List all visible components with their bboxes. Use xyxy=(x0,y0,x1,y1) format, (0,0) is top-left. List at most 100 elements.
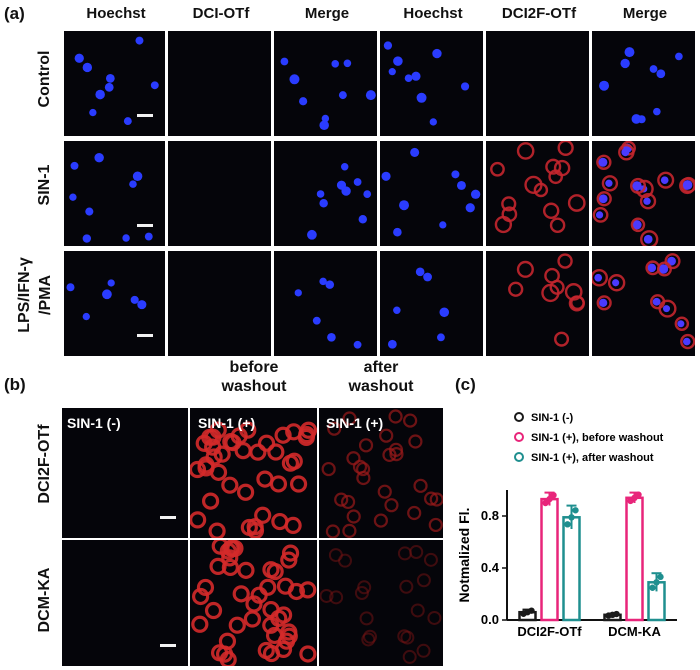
cell xyxy=(542,202,560,219)
nucleus xyxy=(439,307,450,318)
cell xyxy=(596,154,612,170)
nucleus xyxy=(150,81,159,90)
legend-marker xyxy=(514,412,524,422)
cell xyxy=(222,540,240,557)
micrograph-b-r0-c2 xyxy=(319,408,443,538)
nucleus xyxy=(89,108,97,117)
nucleus xyxy=(82,234,92,243)
cell xyxy=(649,294,666,310)
row-label-sin1: SIN-1 xyxy=(36,164,53,206)
nucleus xyxy=(340,163,349,171)
nucleus xyxy=(319,120,329,130)
cell xyxy=(361,632,376,647)
nucleus xyxy=(647,263,657,273)
row-label-lps-line1: LPS/IFN-γ xyxy=(16,257,33,333)
cell xyxy=(427,610,442,625)
cell xyxy=(228,616,246,634)
col-head-merge-2: Merge xyxy=(622,5,668,22)
cell xyxy=(640,230,659,246)
nucleus xyxy=(294,289,302,297)
data-point xyxy=(550,492,557,499)
scale-bar xyxy=(160,644,176,647)
nucleus xyxy=(122,234,130,242)
nucleus xyxy=(653,107,661,116)
nucleus xyxy=(132,171,143,181)
cell xyxy=(410,603,425,618)
cell xyxy=(234,442,252,460)
micrograph-a-r1-c4 xyxy=(486,141,589,246)
cell xyxy=(424,491,439,506)
nucleus xyxy=(280,57,289,66)
cell xyxy=(664,253,681,270)
panel-c-letter: (c) xyxy=(455,375,476,394)
nucleus xyxy=(393,306,401,314)
nucleus xyxy=(456,180,466,190)
nucleus xyxy=(307,229,317,240)
scale-bar xyxy=(160,516,176,519)
cell xyxy=(190,460,207,479)
nucleus xyxy=(82,62,93,73)
tile-label-sin1-pos-after: SIN-1 (+) xyxy=(326,415,384,431)
cell xyxy=(267,443,285,461)
nucleus xyxy=(620,58,630,69)
cell xyxy=(592,268,608,287)
cell xyxy=(423,552,438,567)
nucleus xyxy=(432,48,442,59)
cell xyxy=(413,478,428,493)
nucleus xyxy=(289,74,300,85)
cell xyxy=(204,438,222,456)
cell xyxy=(373,513,388,528)
nucleus xyxy=(343,59,352,68)
cell xyxy=(357,580,372,595)
cell xyxy=(205,448,223,466)
cell xyxy=(356,470,371,486)
micrograph-b-r0-c0 xyxy=(62,408,188,538)
cell xyxy=(596,191,612,207)
nucleus xyxy=(102,289,112,300)
nucleus xyxy=(682,337,691,346)
cell xyxy=(557,253,573,269)
cell xyxy=(358,438,374,453)
y-tick-label: 0.8 xyxy=(481,508,499,523)
cell xyxy=(630,217,646,233)
legend-marker xyxy=(514,432,524,442)
cell xyxy=(342,523,357,538)
cell xyxy=(596,295,612,311)
nucleus xyxy=(85,207,94,216)
y-tick-label: 0.4 xyxy=(481,560,500,575)
micrograph-a-r2-c1 xyxy=(168,251,271,356)
cell xyxy=(680,176,695,193)
cell xyxy=(680,333,695,350)
nucleus xyxy=(130,295,139,304)
nucleus xyxy=(423,272,432,282)
micrograph-a-r1-c0 xyxy=(64,141,165,246)
micrograph-a-r1-c3 xyxy=(380,141,483,246)
data-point xyxy=(542,499,549,507)
cell xyxy=(416,573,431,588)
nucleus xyxy=(460,82,470,91)
col-head-hoechst-1: Hoechst xyxy=(86,5,146,22)
row-label-lps-line2: /PMA xyxy=(37,275,54,315)
washout-line-1: washout xyxy=(221,378,287,395)
cell xyxy=(195,434,213,452)
cell xyxy=(271,512,289,531)
col-head-dci2f-otf: DCI2F-OTf xyxy=(501,5,577,22)
nucleus xyxy=(321,114,330,123)
bar-chart: 0.0 0.4 0.8 Notmalized Fl. DCI2F-OTf DCM-KA SI… xyxy=(456,412,677,639)
nucleus xyxy=(393,227,402,237)
cell xyxy=(254,506,272,524)
cell xyxy=(397,546,412,561)
nucleus xyxy=(69,193,77,201)
nucleus xyxy=(621,148,630,157)
micrograph-a-r0-c5 xyxy=(592,31,695,136)
cell xyxy=(232,585,250,603)
micrograph-a-r2-c4 xyxy=(486,251,589,356)
nucleus xyxy=(82,312,90,321)
cell xyxy=(355,461,371,477)
nucleus xyxy=(595,211,604,219)
cell xyxy=(382,447,397,463)
cell xyxy=(249,443,267,461)
cell xyxy=(280,623,298,641)
cell xyxy=(277,632,296,650)
nucleus xyxy=(643,234,653,244)
